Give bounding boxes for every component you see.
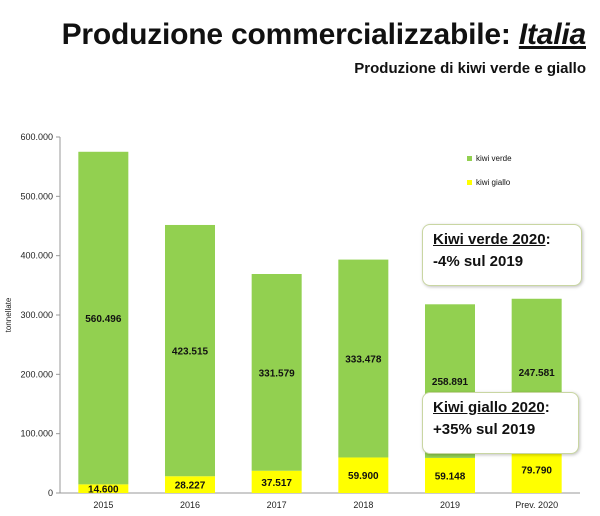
callout-giallo-body: +35% sul 2019 (433, 421, 536, 438)
data-label-kiwi-giallo: 79.790 (521, 465, 552, 476)
y-tick-label: 100.000 (20, 429, 53, 439)
x-tick-label: Prev. 2020 (515, 500, 558, 510)
data-label-kiwi-giallo: 37.517 (261, 478, 292, 489)
callout-verde-colon: : (545, 231, 551, 248)
x-tick-label: 2016 (180, 500, 200, 510)
callout-verde-head: Kiwi verde 2020 (433, 231, 546, 248)
bar-kiwi-giallo (78, 484, 129, 493)
callout-giallo-colon: : (544, 399, 550, 416)
y-tick-label: 500.000 (20, 191, 53, 201)
x-tick-label: 2019 (440, 500, 460, 510)
data-label-kiwi-verde: 247.581 (519, 368, 556, 379)
y-tick-label: 200.000 (20, 369, 53, 379)
callout-giallo-head: Kiwi giallo 2020 (433, 399, 545, 416)
data-label-kiwi-verde: 258.891 (432, 377, 469, 388)
y-tick-label: 0 (48, 488, 53, 498)
data-label-kiwi-giallo: 28.227 (175, 481, 206, 492)
legend-label: kiwi giallo (476, 178, 511, 187)
title-main: Produzione commercializzabile: (61, 18, 519, 51)
bar-kiwi-giallo (338, 457, 389, 493)
y-axis-label: tonnellate (4, 297, 13, 332)
x-tick-label: 2015 (93, 500, 113, 510)
x-tick-label: 2017 (267, 500, 287, 510)
title-country: Italia (518, 18, 586, 51)
data-label-kiwi-verde: 423.515 (172, 347, 209, 358)
y-tick-label: 400.000 (20, 251, 53, 261)
bar-kiwi-verde (78, 151, 129, 485)
page-subtitle: Produzione di kiwi verde e giallo (354, 60, 586, 77)
legend-swatch (467, 156, 472, 161)
callout-kiwi-giallo: Kiwi giallo 2020: +35% sul 2019 (422, 392, 579, 454)
data-label-kiwi-verde: 560.496 (85, 314, 122, 325)
callout-verde-body: -4% sul 2019 (433, 253, 524, 270)
y-tick-label: 600.000 (20, 132, 53, 142)
legend-label: kiwi verde (476, 154, 512, 163)
legend-swatch (467, 180, 472, 185)
x-tick-label: 2018 (353, 500, 373, 510)
y-tick-label: 300.000 (20, 310, 53, 320)
data-label-kiwi-verde: 333.478 (345, 355, 382, 366)
bar-kiwi-verde (251, 274, 302, 471)
data-label-kiwi-verde: 331.579 (259, 368, 296, 379)
data-label-kiwi-giallo: 59.148 (435, 471, 466, 482)
bar-kiwi-verde (338, 259, 389, 458)
bar-kiwi-giallo (251, 470, 302, 493)
bar-kiwi-giallo (425, 457, 475, 493)
bar-kiwi-giallo (165, 476, 215, 493)
page-title: Produzione commercializzabile: Italia (61, 18, 587, 52)
callout-kiwi-verde: Kiwi verde 2020: -4% sul 2019 (422, 224, 582, 286)
data-label-kiwi-giallo: 59.900 (348, 471, 379, 482)
data-label-kiwi-giallo: 14.600 (88, 485, 119, 496)
bar-kiwi-verde (165, 224, 215, 477)
